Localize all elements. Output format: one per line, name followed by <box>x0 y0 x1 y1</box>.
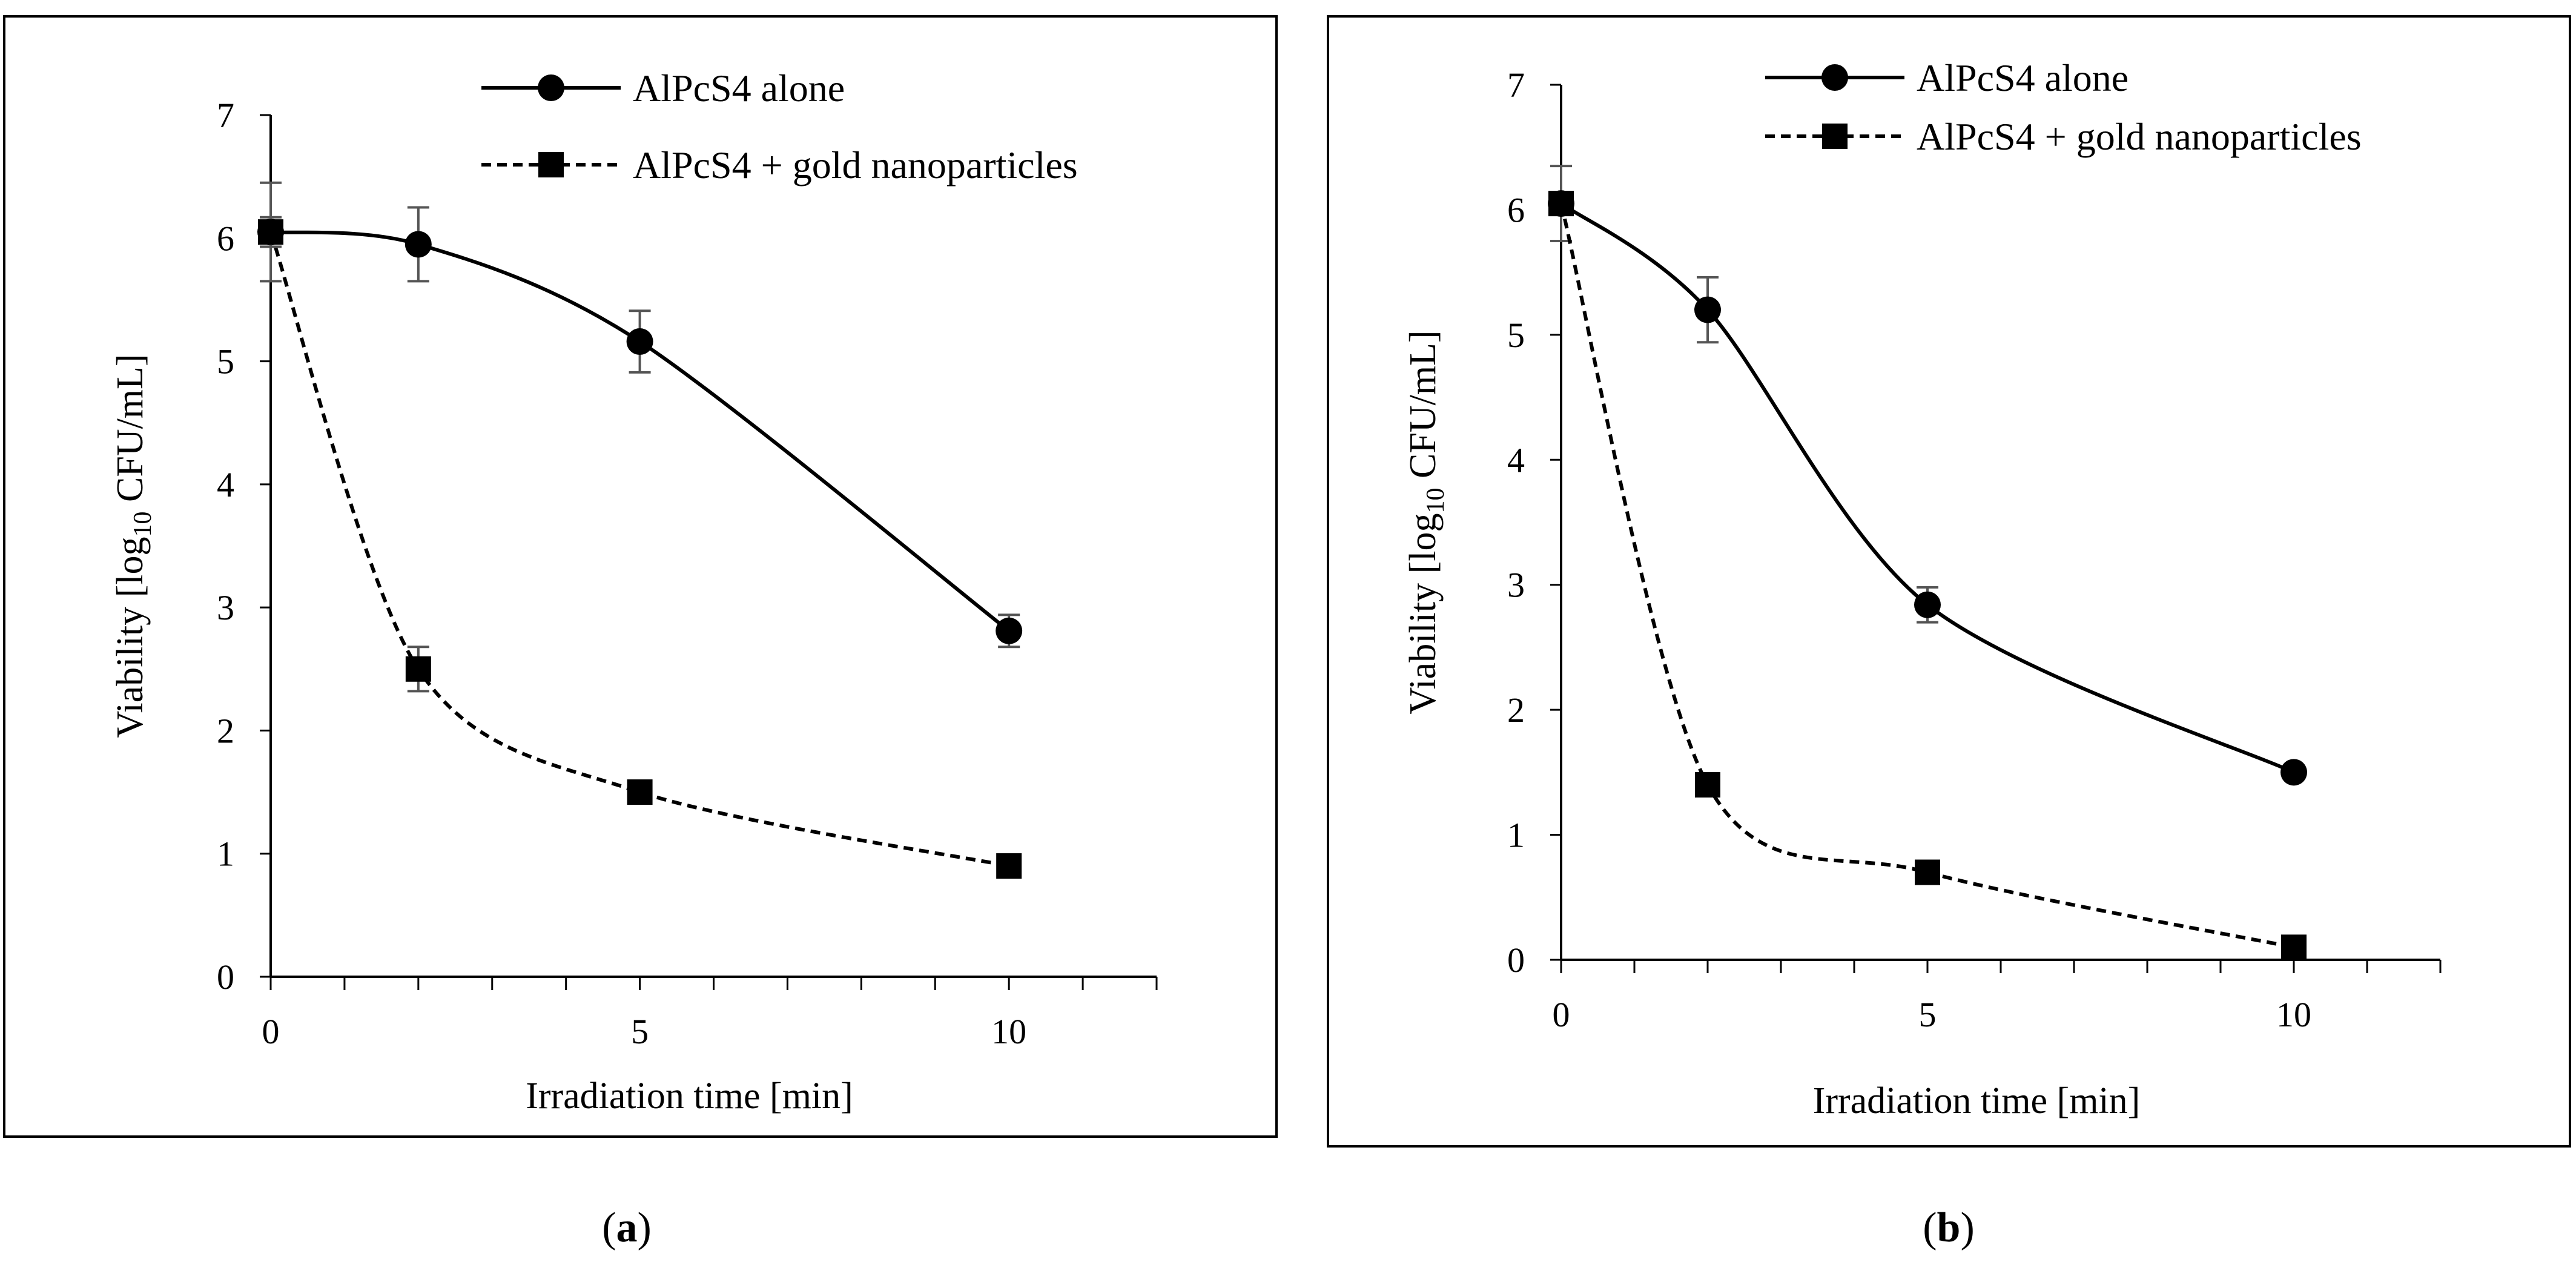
panel-b-y-tick-label: 2 <box>1507 690 1525 730</box>
panel-a-y-tick-label: 5 <box>217 342 234 381</box>
panel-b-y-tick-label: 7 <box>1507 65 1525 105</box>
panel-b-x-axis-label: Irradiation time [min] <box>1813 1080 2141 1121</box>
panel-a-x-tick-label: 10 <box>991 1012 1026 1051</box>
panel-a-series-alone-point <box>405 231 432 258</box>
panel-b-x-tick-label: 5 <box>1919 995 1937 1034</box>
panel-b-y-axis-label: Viability [log10 CFU/mL] <box>1402 330 1450 714</box>
panel-b-series-gold-line <box>1559 203 2294 950</box>
panel-a-series-gold-point <box>258 219 283 245</box>
panel-b-series-gold-point <box>1548 191 1574 217</box>
panel-b-series-gold-point <box>1695 772 1720 798</box>
panel-a-series-gold-point <box>627 779 653 805</box>
chart-panel-a: 0 5 10 0 1 2 3 4 5 6 7 Irradiation time [min] Viabil… <box>110 67 1158 1117</box>
panel-a-series-alone-legend-label: AlPcS4 alone <box>633 67 845 110</box>
panel-b-series-alone-point <box>1694 296 1721 323</box>
panel-b-series-alone-point <box>2280 759 2307 786</box>
panel-a-x-tick-label: 5 <box>631 1012 649 1051</box>
panel-b-series-gold-legend-label: AlPcS4 + gold nanoparticles <box>1917 115 2362 158</box>
panel-a-series-alone-legend-marker <box>538 74 564 101</box>
panel-a-y-tick-label: 7 <box>217 96 234 135</box>
panel-a-label: (a) <box>602 1204 652 1251</box>
panel-a-x-axis-label: Irradiation time [min] <box>526 1075 853 1117</box>
panel-a-y-tick-label: 3 <box>217 588 234 627</box>
panel-a-x-tick-label: 0 <box>262 1012 280 1051</box>
panel-b-label: (b) <box>1923 1204 1975 1251</box>
panel-b-y-tick-label: 0 <box>1507 940 1525 980</box>
panel-a-series-gold-line <box>269 231 1009 868</box>
panel-b-series-gold-point <box>2281 934 2307 960</box>
panel-b-series-alone-legend-label: AlPcS4 alone <box>1917 56 2129 99</box>
panel-a-series-gold-point <box>996 853 1022 879</box>
panel-b-y-tick-label: 1 <box>1507 816 1525 855</box>
panel-b-series-gold-legend-marker <box>1822 124 1848 149</box>
panel-a-y-tick-label: 6 <box>217 219 234 258</box>
panel-b-y-tick-label: 3 <box>1507 566 1525 605</box>
panel-b-y-tick-label: 5 <box>1507 315 1525 355</box>
panel-b-x-tick-label: 0 <box>1553 995 1570 1034</box>
panel-a-y-axis-label: Viability [log10 CFU/mL] <box>110 354 157 738</box>
panel-a-frame <box>3 15 1278 1138</box>
panel-a-series-gold-legend-label: AlPcS4 + gold nanoparticles <box>633 144 1078 187</box>
panel-b-y-tick-label: 6 <box>1507 190 1525 230</box>
panel-a-y-tick-label: 1 <box>217 834 234 874</box>
panel-a-y-tick-label: 0 <box>217 957 234 997</box>
panel-b-frame <box>1327 15 2571 1148</box>
panel-a-y-tick-label: 2 <box>217 711 234 750</box>
panel-b-y-tick-label: 4 <box>1507 440 1525 480</box>
panel-b-series-alone-legend-marker <box>1821 64 1848 91</box>
panel-a-y-tick-label: 4 <box>217 465 234 504</box>
panel-b-x-tick-label: 10 <box>2276 995 2311 1034</box>
panel-a-series-gold-point <box>405 656 431 682</box>
panel-a-series-gold-legend-marker <box>538 152 564 177</box>
panel-a-series-alone-point <box>996 617 1023 644</box>
panel-a-series-alone-point <box>626 328 653 355</box>
panel-b-series-alone-line <box>1560 202 2295 775</box>
panel-a-series-alone-line <box>270 230 1011 633</box>
panel-b-series-alone-point <box>1914 591 1941 618</box>
panel-b-series-gold-point <box>1915 859 1940 885</box>
chart-panel-b: 0 5 10 0 1 2 3 4 5 6 7 Irradiation time [min] Viabil… <box>1402 56 2442 1121</box>
